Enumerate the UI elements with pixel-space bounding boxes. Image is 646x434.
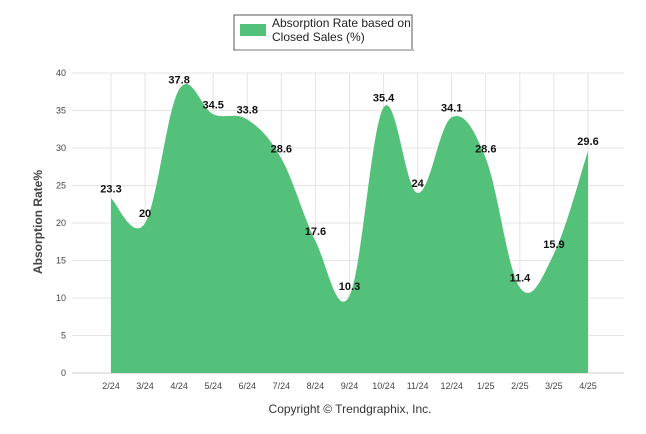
x-tick-label: 9/24 <box>341 381 359 391</box>
data-label: 34.1 <box>441 102 462 114</box>
x-tick-label: 2/24 <box>102 381 120 391</box>
y-tick-label: 0 <box>61 368 66 378</box>
x-tick-label: 1/25 <box>477 381 495 391</box>
legend-shadow <box>236 49 414 51</box>
x-tick-label: 2/25 <box>511 381 529 391</box>
y-tick-label: 30 <box>56 143 66 153</box>
x-tick-label: 4/24 <box>170 381 188 391</box>
x-tick-label: 6/24 <box>239 381 257 391</box>
x-tick-label: 5/24 <box>204 381 222 391</box>
data-label: 10.3 <box>339 281 360 293</box>
data-label: 34.5 <box>203 99 224 111</box>
x-tick-label: 3/25 <box>545 381 563 391</box>
data-label: 20 <box>139 208 151 220</box>
data-label: 24 <box>412 178 425 190</box>
legend-text-line-1: Absorption Rate based on <box>272 16 411 30</box>
data-label: 37.8 <box>168 75 189 87</box>
y-tick-label: 35 <box>56 106 66 116</box>
area-fill <box>111 84 588 373</box>
y-tick-label: 10 <box>56 293 66 303</box>
data-label: 15.9 <box>543 239 564 251</box>
x-tick-label: 11/24 <box>407 381 429 391</box>
data-label: 17.6 <box>305 226 326 238</box>
area-series <box>111 84 588 373</box>
y-tick-label: 20 <box>56 218 66 228</box>
x-tick-label: 7/24 <box>273 381 291 391</box>
y-axis-title: Absorption Rate% <box>31 170 45 274</box>
legend-text-line-2: Closed Sales (%) <box>272 30 365 44</box>
legend-swatch <box>240 24 266 36</box>
y-tick-label: 40 <box>56 68 66 78</box>
x-tick-label: 10/24 <box>372 381 395 391</box>
data-label: 33.8 <box>237 105 258 117</box>
data-label: 28.6 <box>475 144 496 156</box>
x-tick-label: 12/24 <box>440 381 463 391</box>
data-label: 23.3 <box>100 183 121 195</box>
data-labels: 23.3 20 37.8 34.5 33.8 28.6 17.6 10.3 35.4 24 34.1… <box>100 75 598 293</box>
data-label: 28.6 <box>271 144 292 156</box>
y-axis: 0 5 10 15 20 25 30 35 40 <box>56 68 66 378</box>
x-axis: 2/24 3/24 4/24 5/24 6/24 7/24 8/24 9/24 10/24 11/… <box>102 381 597 391</box>
x-tick-label: 3/24 <box>136 381 154 391</box>
data-label: 29.6 <box>577 136 598 148</box>
x-tick-label: 8/24 <box>307 381 325 391</box>
data-label: 35.4 <box>373 93 395 105</box>
y-tick-label: 5 <box>61 331 66 341</box>
y-tick-label: 25 <box>56 181 66 191</box>
copyright-text: Copyright © Trendgraphix, Inc. <box>269 402 432 416</box>
data-label: 11.4 <box>509 273 531 285</box>
x-tick-label: 4/25 <box>579 381 597 391</box>
legend: Absorption Rate based on Closed Sales (%… <box>233 14 414 51</box>
y-tick-label: 15 <box>56 256 66 266</box>
